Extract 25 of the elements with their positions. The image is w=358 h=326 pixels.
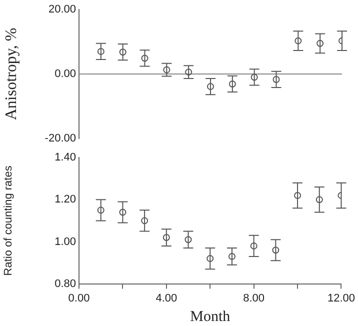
y-tick-label: 0.00 [54,68,76,80]
y-tick-label: 1.40 [54,152,76,164]
point [228,252,236,260]
point [184,236,192,244]
y-tick-label: 20.00 [48,4,76,16]
x-tick-label: 8.00 [243,292,265,304]
point [316,196,323,204]
y-tick-label: 1.00 [54,236,76,248]
x-tick-label: 4.00 [156,292,178,304]
point [206,255,214,262]
point [119,208,126,216]
x-axis-title: Month [190,308,231,325]
y-tick-label: -20.00 [44,132,76,144]
y-axis-title: Anisotropy, % [2,28,20,120]
point [97,206,104,214]
x-tick-label: 12.00 [327,292,355,304]
y-axis-title: Ratio of counting rates [2,165,15,276]
y-tick-label: 1.20 [54,194,76,206]
point [250,242,258,250]
y-tick-label: 0.80 [54,278,76,290]
point [162,234,170,242]
point [141,217,148,224]
x-tick-label: 0.00 [68,292,90,304]
point [294,192,302,199]
point [272,246,280,254]
